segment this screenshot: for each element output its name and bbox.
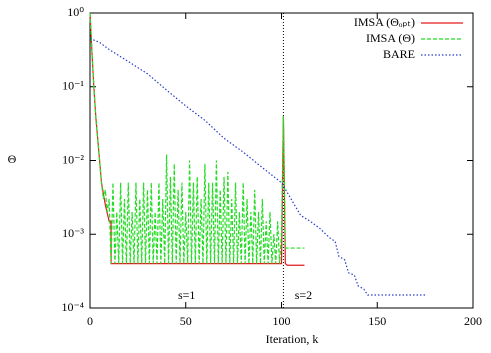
y-axis-label: Θ: [8, 152, 17, 166]
annotation: s=2: [295, 288, 312, 302]
y-tick-label: 10⁰: [67, 5, 84, 19]
y-tick-label: 10⁻²: [62, 152, 84, 166]
y-tick-label: 10⁻¹: [62, 79, 84, 93]
series-line: [89, 38, 428, 296]
x-axis-label: Iteration, k: [266, 332, 319, 346]
y-tick-label: 10⁻⁴: [61, 300, 84, 314]
legend-label: BARE: [383, 47, 415, 61]
legend-label: IMSA (Θ): [366, 31, 415, 45]
x-tick-label: 200: [464, 314, 482, 328]
annotation: s=1: [178, 288, 195, 302]
series-line: [89, 12, 305, 264]
legend-label: IMSA (Θₒₚₜ): [354, 15, 415, 29]
x-tick-label: 150: [368, 314, 386, 328]
x-tick-label: 100: [273, 314, 291, 328]
x-tick-label: 0: [87, 314, 93, 328]
x-tick-label: 50: [180, 314, 192, 328]
y-tick-label: 10⁻³: [62, 226, 84, 240]
